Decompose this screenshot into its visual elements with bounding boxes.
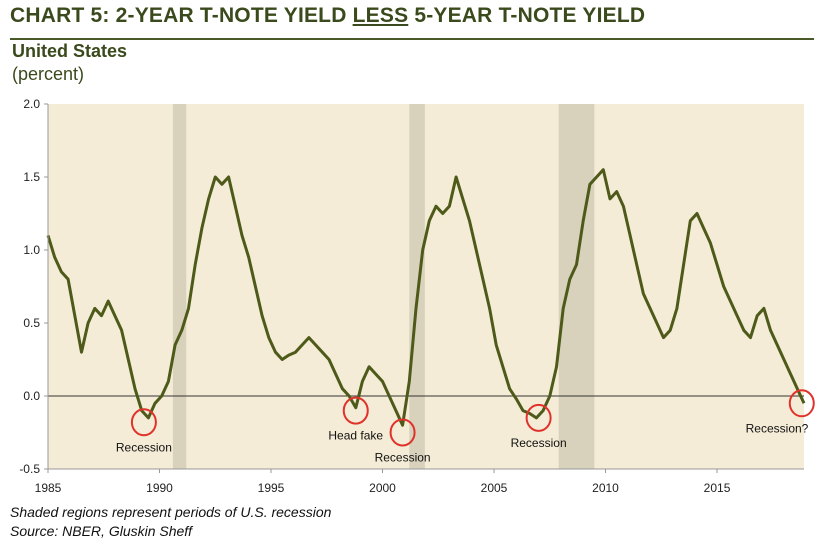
x-axis-ticks: 1985 1990 1995 2000 2005 2010 2015 bbox=[35, 469, 731, 495]
y-tick-label: 1.0 bbox=[23, 243, 40, 257]
x-tick-label: 1985 bbox=[35, 481, 62, 495]
annotation-label: Recession? bbox=[746, 421, 809, 435]
annotation-label: Recession bbox=[116, 440, 172, 454]
chart-title-emphasis: LESS bbox=[352, 4, 409, 27]
annotation-label: Recession bbox=[375, 451, 431, 465]
x-tick-label: 2005 bbox=[481, 481, 508, 495]
chart-subtitle: United States bbox=[12, 41, 128, 61]
x-tick-label: 1995 bbox=[258, 481, 285, 495]
annotation-circle bbox=[788, 389, 815, 418]
annotation-circle bbox=[342, 396, 369, 425]
chart-title-prefix: CHART 5: 2-YEAR T-NOTE YIELD bbox=[10, 4, 353, 27]
annotation-circle bbox=[389, 418, 416, 447]
footnote: Shaded regions represent periods of U.S.… bbox=[10, 504, 332, 520]
y-axis-ticks: 2.0 1.5 1.0 0.5 0.0 -0.5 bbox=[19, 97, 48, 476]
y-tick-label: 1.5 bbox=[23, 170, 40, 184]
recession-shading bbox=[172, 104, 595, 469]
annotation-label: Recession bbox=[511, 436, 567, 450]
y-tick-label: 0.0 bbox=[23, 389, 40, 403]
annotation-circle bbox=[525, 403, 552, 432]
x-tick-label: 2015 bbox=[704, 481, 731, 495]
recession-band-1 bbox=[172, 104, 187, 469]
yield-spread-line bbox=[46, 168, 806, 427]
unit-label: (percent) bbox=[12, 64, 85, 84]
y-tick-label: 0.5 bbox=[23, 316, 40, 330]
y-tick-label: 2.0 bbox=[23, 97, 40, 111]
chart-title: CHART 5: 2-YEAR T-NOTE YIELD LESS 5-YEAR… bbox=[10, 4, 645, 28]
x-tick-label: 2010 bbox=[592, 481, 619, 495]
y-tick-label: -0.5 bbox=[19, 462, 40, 476]
source-note: Source: NBER, Gluskin Sheff bbox=[10, 523, 193, 539]
title-divider bbox=[10, 38, 814, 40]
x-tick-label: 2000 bbox=[369, 481, 396, 495]
annotation-circle bbox=[130, 408, 157, 437]
annotations: Recession Head fake Recession Recession Rece… bbox=[116, 389, 815, 465]
x-tick-label: 1990 bbox=[146, 481, 173, 495]
recession-band-3 bbox=[558, 104, 595, 469]
annotation-label: Head fake bbox=[328, 429, 383, 443]
chart-title-suffix: 5-YEAR T-NOTE YIELD bbox=[408, 4, 646, 27]
plot-area bbox=[48, 104, 804, 469]
